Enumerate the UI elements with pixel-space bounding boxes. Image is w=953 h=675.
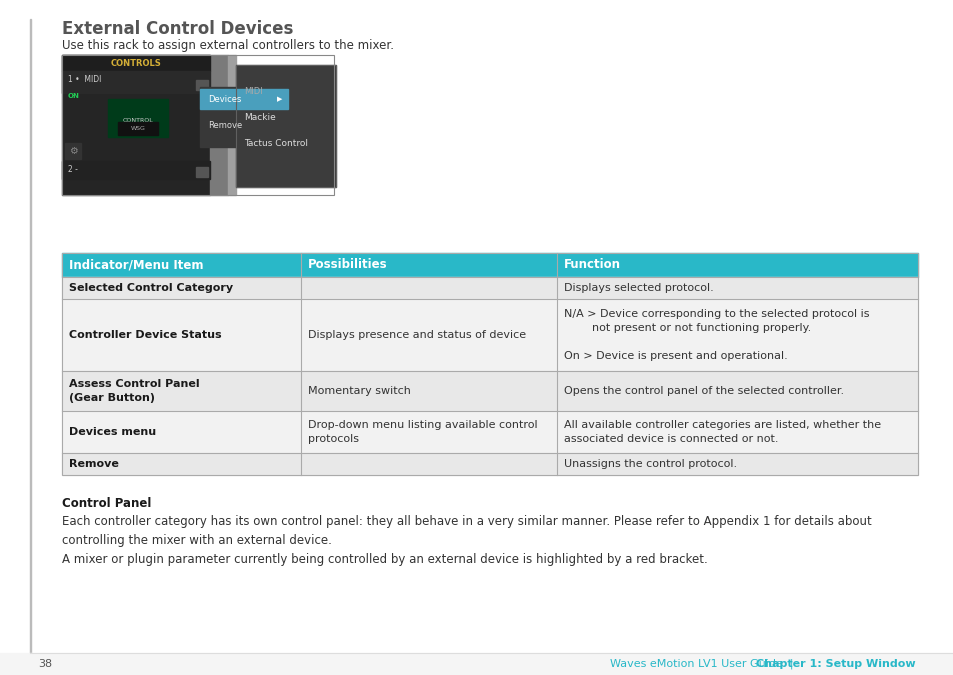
Text: 2 -: 2 - bbox=[68, 165, 78, 175]
Text: Tactus Control: Tactus Control bbox=[244, 138, 308, 148]
Text: ⚙: ⚙ bbox=[69, 146, 77, 156]
Text: CONTROLS: CONTROLS bbox=[111, 59, 161, 68]
Text: External Control Devices: External Control Devices bbox=[62, 20, 294, 38]
Bar bbox=[200, 87, 288, 147]
Bar bbox=[62, 277, 917, 299]
Text: Displays selected protocol.: Displays selected protocol. bbox=[563, 283, 713, 293]
Bar bbox=[195, 80, 208, 90]
Text: ON: ON bbox=[68, 93, 80, 99]
Bar bbox=[62, 253, 917, 277]
Text: WSG: WSG bbox=[131, 126, 145, 132]
Bar bbox=[62, 161, 210, 179]
Text: A mixer or plugin parameter currently being controlled by an external device is : A mixer or plugin parameter currently be… bbox=[62, 553, 707, 566]
Bar bbox=[62, 55, 334, 195]
Bar bbox=[62, 55, 210, 71]
Text: Drop-down menu listing available control
protocols: Drop-down menu listing available control… bbox=[308, 420, 537, 444]
Text: Remove: Remove bbox=[208, 121, 242, 130]
Text: Devices: Devices bbox=[208, 95, 241, 103]
Bar bbox=[30, 19, 31, 657]
Bar bbox=[200, 89, 288, 109]
Text: Each controller category has its own control panel: they all behave in a very si: Each controller category has its own con… bbox=[62, 515, 871, 547]
Text: Assess Control Panel
(Gear Button): Assess Control Panel (Gear Button) bbox=[69, 379, 199, 403]
Text: Selected Control Category: Selected Control Category bbox=[69, 283, 233, 293]
Text: 1 •  MIDI: 1 • MIDI bbox=[68, 74, 101, 84]
Bar bbox=[235, 65, 335, 187]
Text: 38: 38 bbox=[38, 659, 52, 669]
Bar bbox=[62, 253, 917, 475]
Text: ▶: ▶ bbox=[277, 96, 282, 102]
Text: All available controller categories are listed, whether the
associated device is: All available controller categories are … bbox=[563, 420, 881, 444]
Bar bbox=[62, 371, 917, 411]
Text: N/A > Device corresponding to the selected protocol is
        not present or no: N/A > Device corresponding to the select… bbox=[563, 309, 868, 361]
Bar bbox=[210, 55, 228, 195]
Bar bbox=[195, 167, 208, 177]
Bar bbox=[62, 71, 210, 93]
Bar bbox=[62, 299, 917, 371]
Text: Function: Function bbox=[563, 259, 620, 271]
Text: Control Panel: Control Panel bbox=[62, 497, 152, 510]
Bar bbox=[108, 99, 168, 137]
Bar bbox=[0, 653, 953, 675]
Text: Opens the control panel of the selected controller.: Opens the control panel of the selected … bbox=[563, 386, 843, 396]
Text: Indicator/Menu Item: Indicator/Menu Item bbox=[69, 259, 203, 271]
Bar bbox=[228, 55, 235, 195]
Bar bbox=[62, 453, 917, 475]
Text: Momentary switch: Momentary switch bbox=[308, 386, 411, 396]
Bar bbox=[235, 65, 335, 187]
Bar bbox=[62, 411, 917, 453]
Text: Mackie: Mackie bbox=[244, 113, 275, 122]
Text: CONTROL: CONTROL bbox=[123, 119, 153, 124]
Bar bbox=[118, 122, 158, 135]
Text: Possibilities: Possibilities bbox=[308, 259, 387, 271]
Text: Displays presence and status of device: Displays presence and status of device bbox=[308, 330, 525, 340]
Text: Remove: Remove bbox=[69, 459, 119, 469]
Bar bbox=[65, 143, 81, 159]
Text: Use this rack to assign external controllers to the mixer.: Use this rack to assign external control… bbox=[62, 39, 394, 52]
Bar bbox=[62, 55, 210, 195]
Text: Waves eMotion LV1 User Guide  |: Waves eMotion LV1 User Guide | bbox=[610, 659, 801, 669]
Text: Unassigns the control protocol.: Unassigns the control protocol. bbox=[563, 459, 737, 469]
Text: Controller Device Status: Controller Device Status bbox=[69, 330, 221, 340]
Text: Chapter 1: Setup Window: Chapter 1: Setup Window bbox=[756, 659, 915, 669]
Text: Devices menu: Devices menu bbox=[69, 427, 156, 437]
Text: MIDI: MIDI bbox=[244, 86, 262, 95]
